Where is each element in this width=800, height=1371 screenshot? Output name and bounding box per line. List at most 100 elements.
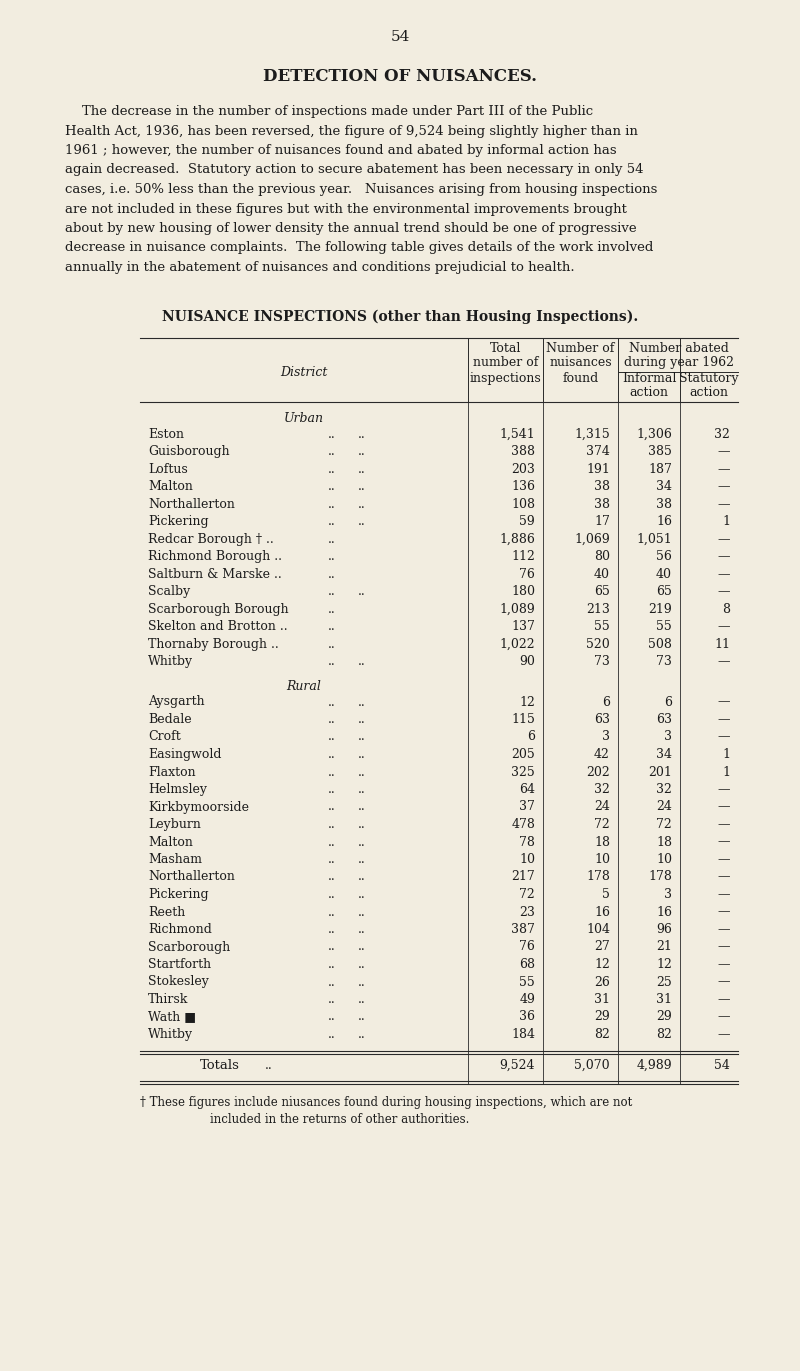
Text: ..: .. (358, 941, 366, 953)
Text: 54: 54 (390, 30, 410, 44)
Text: ..: .. (358, 853, 366, 866)
Text: —: — (718, 1028, 730, 1041)
Text: 374: 374 (586, 446, 610, 458)
Text: 213: 213 (586, 603, 610, 616)
Text: 8: 8 (722, 603, 730, 616)
Text: ..: .. (328, 1028, 336, 1041)
Text: ..: .. (358, 585, 366, 598)
Text: Scarborough: Scarborough (148, 941, 230, 953)
Text: 115: 115 (511, 713, 535, 727)
Text: † These figures include niusances found during housing inspections, which are no: † These figures include niusances found … (140, 1097, 632, 1109)
Text: —: — (718, 731, 730, 743)
Text: Redcar Borough † ..: Redcar Borough † .. (148, 533, 274, 546)
Text: Thornaby Borough ..: Thornaby Borough .. (148, 638, 278, 651)
Text: 73: 73 (656, 655, 672, 668)
Text: Informal: Informal (622, 372, 676, 385)
Text: ..: .. (328, 941, 336, 953)
Text: ..: .. (328, 568, 336, 581)
Text: 42: 42 (594, 749, 610, 761)
Text: 9,524: 9,524 (499, 1058, 535, 1072)
Text: ..: .. (358, 801, 366, 813)
Text: 54: 54 (714, 1058, 730, 1072)
Text: Skelton and Brotton ..: Skelton and Brotton .. (148, 620, 288, 633)
Text: 72: 72 (656, 818, 672, 831)
Text: ..: .. (328, 749, 336, 761)
Text: 17: 17 (594, 515, 610, 528)
Text: 205: 205 (511, 749, 535, 761)
Text: Number of: Number of (546, 341, 614, 355)
Text: Totals: Totals (200, 1058, 240, 1072)
Text: Health Act, 1936, has been reversed, the figure of 9,524 being slightly higher t: Health Act, 1936, has been reversed, the… (65, 125, 638, 137)
Text: 27: 27 (594, 941, 610, 953)
Text: Malton: Malton (148, 480, 193, 494)
Text: 80: 80 (594, 550, 610, 563)
Text: Thirsk: Thirsk (148, 993, 188, 1006)
Text: 10: 10 (519, 853, 535, 866)
Text: ..: .. (328, 853, 336, 866)
Text: 32: 32 (594, 783, 610, 797)
Text: 63: 63 (656, 713, 672, 727)
Text: Total: Total (490, 341, 521, 355)
Text: —: — (718, 993, 730, 1006)
Text: —: — (718, 568, 730, 581)
Text: 180: 180 (511, 585, 535, 598)
Text: 73: 73 (594, 655, 610, 668)
Text: 478: 478 (511, 818, 535, 831)
Text: 191: 191 (586, 463, 610, 476)
Text: ..: .. (358, 695, 366, 709)
Text: 29: 29 (594, 1010, 610, 1024)
Text: 36: 36 (519, 1010, 535, 1024)
Text: 3: 3 (664, 888, 672, 901)
Text: 64: 64 (519, 783, 535, 797)
Text: 34: 34 (656, 480, 672, 494)
Text: Reeth: Reeth (148, 905, 186, 919)
Text: 63: 63 (594, 713, 610, 727)
Text: ..: .. (358, 480, 366, 494)
Text: ..: .. (358, 1010, 366, 1024)
Text: —: — (718, 533, 730, 546)
Text: ..: .. (358, 783, 366, 797)
Text: ..: .. (358, 749, 366, 761)
Text: Bedale: Bedale (148, 713, 192, 727)
Text: Malton: Malton (148, 835, 193, 849)
Text: 38: 38 (656, 498, 672, 511)
Text: 6: 6 (602, 695, 610, 709)
Text: ..: .. (358, 818, 366, 831)
Text: ..: .. (328, 888, 336, 901)
Text: Startforth: Startforth (148, 958, 211, 971)
Text: ..: .. (358, 463, 366, 476)
Text: —: — (718, 1010, 730, 1024)
Text: —: — (718, 941, 730, 953)
Text: —: — (718, 871, 730, 883)
Text: 55: 55 (519, 976, 535, 988)
Text: ..: .. (328, 428, 336, 440)
Text: 1,069: 1,069 (574, 533, 610, 546)
Text: Stokesley: Stokesley (148, 976, 209, 988)
Text: —: — (718, 655, 730, 668)
Text: cases, i.e. 50% less than the previous year.   Nuisances arising from housing in: cases, i.e. 50% less than the previous y… (65, 182, 658, 196)
Text: number of: number of (473, 356, 538, 369)
Text: 34: 34 (656, 749, 672, 761)
Text: 1,051: 1,051 (636, 533, 672, 546)
Text: 6: 6 (664, 695, 672, 709)
Text: 55: 55 (594, 620, 610, 633)
Text: ..: .. (328, 498, 336, 511)
Text: 385: 385 (648, 446, 672, 458)
Text: —: — (718, 620, 730, 633)
Text: ..: .. (328, 976, 336, 988)
Text: 82: 82 (656, 1028, 672, 1041)
Text: ..: .. (358, 713, 366, 727)
Text: 10: 10 (594, 853, 610, 866)
Text: ..: .. (358, 765, 366, 779)
Text: 16: 16 (656, 515, 672, 528)
Text: 29: 29 (656, 1010, 672, 1024)
Text: 1: 1 (722, 765, 730, 779)
Text: 203: 203 (511, 463, 535, 476)
Text: 187: 187 (648, 463, 672, 476)
Text: 38: 38 (594, 480, 610, 494)
Text: ..: .. (328, 765, 336, 779)
Text: Urban: Urban (284, 413, 324, 425)
Text: 31: 31 (656, 993, 672, 1006)
Text: 65: 65 (594, 585, 610, 598)
Text: 16: 16 (594, 905, 610, 919)
